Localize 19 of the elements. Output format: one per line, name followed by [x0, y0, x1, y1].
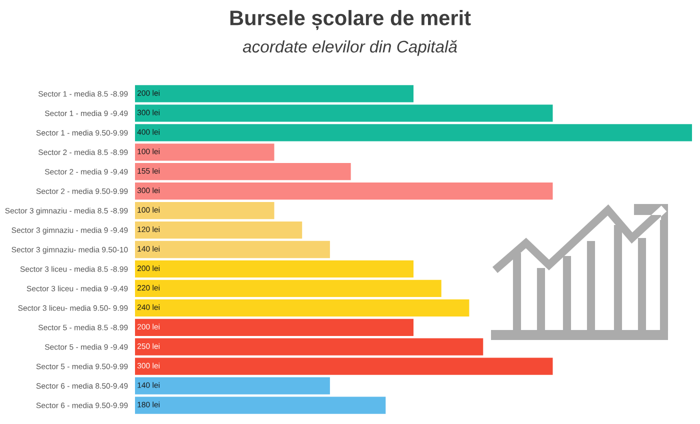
bar [135, 260, 414, 278]
bar [135, 299, 470, 316]
bar [135, 240, 330, 258]
bar [135, 318, 414, 336]
bar [135, 163, 351, 180]
bar [135, 124, 692, 142]
chart-title: Bursele școlare de merit [230, 10, 471, 30]
bar [135, 104, 553, 122]
bar [135, 202, 274, 220]
bar [135, 338, 484, 356]
bar [135, 358, 553, 375]
bar [135, 377, 330, 394]
bar [135, 396, 386, 414]
chart-subtitle: acordate elevilor din Capitală [242, 40, 457, 56]
bar [135, 144, 274, 161]
bar [135, 85, 414, 102]
bar [135, 280, 442, 298]
bar [135, 221, 302, 239]
bar [135, 182, 553, 200]
